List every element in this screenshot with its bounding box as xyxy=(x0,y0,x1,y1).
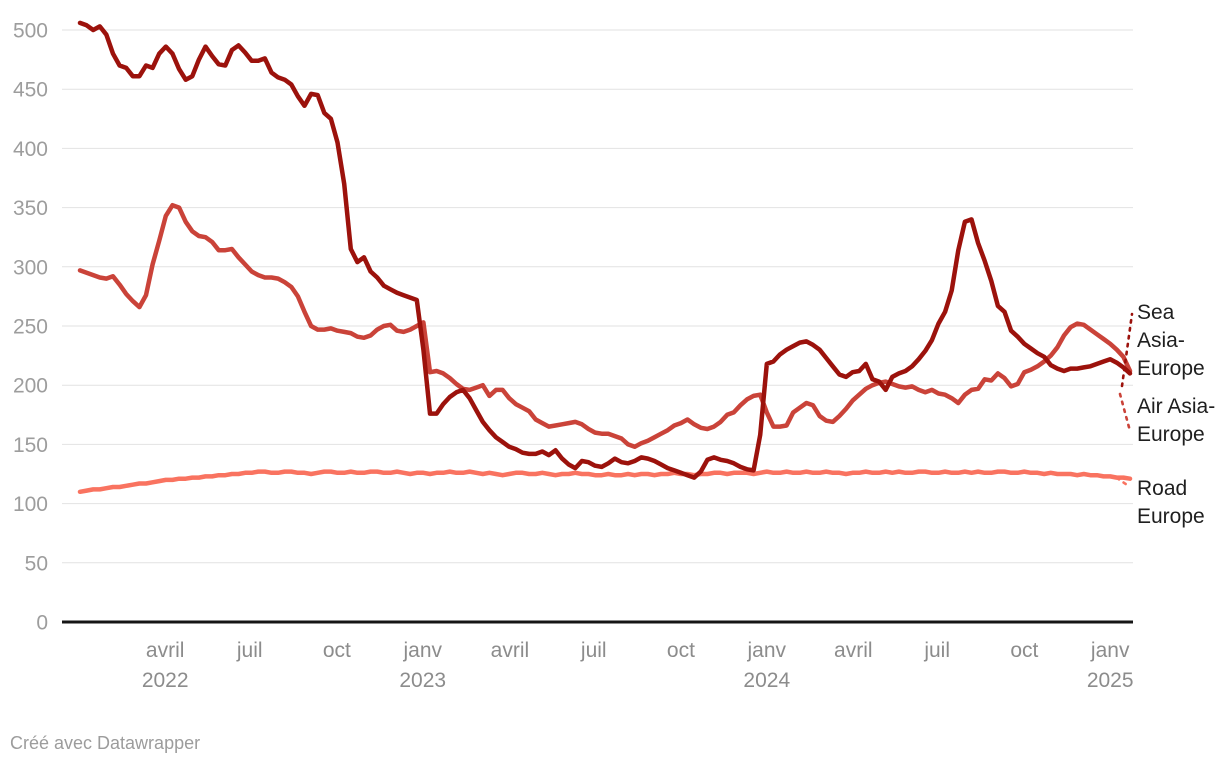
series-line-road-europe xyxy=(77,469,1133,495)
svg-text:oct: oct xyxy=(667,639,695,662)
svg-text:avril: avril xyxy=(146,639,185,662)
svg-text:0: 0 xyxy=(36,612,48,635)
legend-label-sea-asia-europe: Sea Asia-Europe xyxy=(1137,301,1205,380)
svg-text:250: 250 xyxy=(13,316,48,339)
svg-text:300: 300 xyxy=(13,256,48,279)
legend-label-road-europe: Road Europe xyxy=(1137,477,1205,528)
x-axis-labels: avril 2022 juil oct janv 2023 avril juil oct janv… xyxy=(142,639,1134,692)
svg-text:janv: janv xyxy=(747,639,787,662)
svg-text:juil: juil xyxy=(923,639,950,662)
svg-text:janv: janv xyxy=(1090,639,1130,662)
legend-label-air-asia-europe: Air Asia-Europe xyxy=(1137,395,1216,446)
series-line-air-asia-europe xyxy=(77,202,1133,450)
svg-text:500: 500 xyxy=(13,20,48,43)
svg-text:2024: 2024 xyxy=(743,669,790,692)
svg-text:350: 350 xyxy=(13,197,48,220)
y-axis-labels: 0 50 100 150 200 250 300 350 400 450 500 xyxy=(13,20,48,635)
svg-text:2023: 2023 xyxy=(399,669,446,692)
series-line-sea-asia-europe xyxy=(77,20,1133,480)
svg-text:2022: 2022 xyxy=(142,669,189,692)
svg-text:100: 100 xyxy=(13,493,48,516)
svg-text:2025: 2025 xyxy=(1087,669,1134,692)
chart-canvas: 0 50 100 150 200 250 300 350 400 450 500 avril 2022 j… xyxy=(13,20,1134,693)
svg-text:avril: avril xyxy=(491,639,530,662)
line-chart: 0 50 100 150 200 250 300 350 400 450 500 avril 2022 j… xyxy=(13,20,1134,693)
gridlines xyxy=(62,29,1133,564)
air-label-connector xyxy=(1118,392,1132,433)
svg-text:juil: juil xyxy=(580,639,607,662)
svg-text:avril: avril xyxy=(834,639,873,662)
svg-text:200: 200 xyxy=(13,375,48,398)
svg-text:400: 400 xyxy=(13,138,48,161)
datawrapper-credit: Créé avec Datawrapper xyxy=(10,733,201,753)
svg-text:450: 450 xyxy=(13,79,48,102)
svg-text:juil: juil xyxy=(236,639,263,662)
label-connectors xyxy=(1115,312,1134,489)
svg-text:50: 50 xyxy=(25,552,48,575)
svg-text:oct: oct xyxy=(323,639,351,662)
svg-text:janv: janv xyxy=(402,639,442,662)
svg-text:oct: oct xyxy=(1010,639,1038,662)
road-label-connector xyxy=(1115,476,1132,489)
svg-text:150: 150 xyxy=(13,434,48,457)
